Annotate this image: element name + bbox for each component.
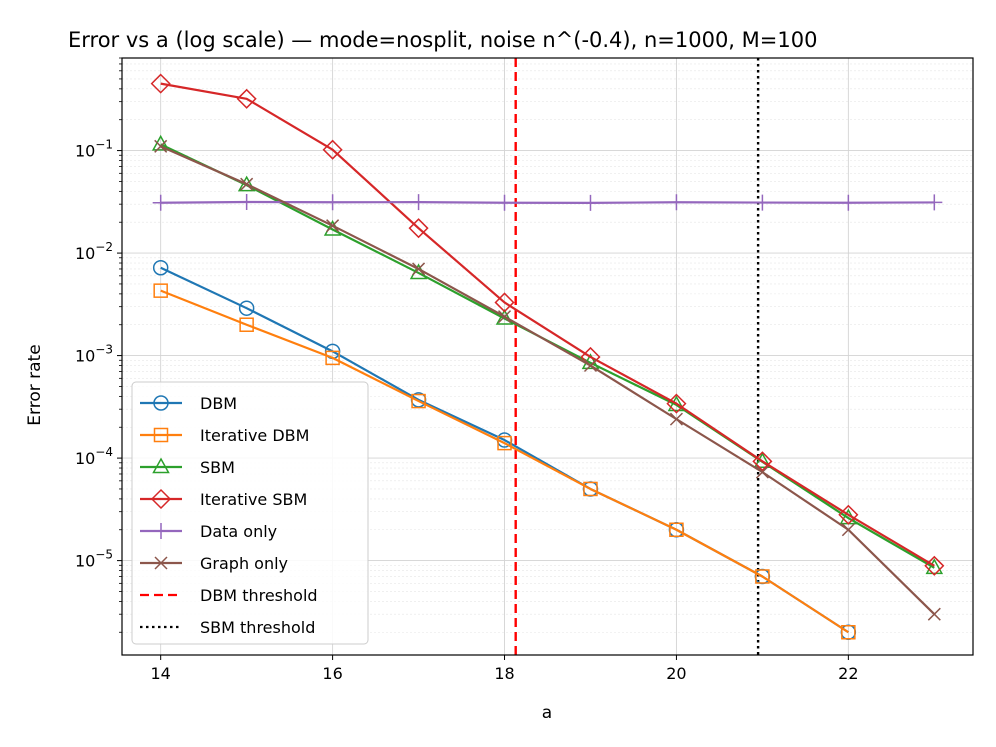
data-point-data-only — [238, 194, 255, 211]
legend-marker-graph-only — [154, 556, 168, 570]
data-point-iterative-sbm — [752, 451, 773, 472]
data-point-iterative-dbm — [411, 393, 426, 409]
legend: DBM Iterative DBM SBM Iterative SBM Data onl… — [131, 381, 369, 645]
x-tick-label: 22 — [838, 664, 858, 683]
data-point-graph-only — [669, 412, 683, 426]
threshold-lines — [514, 58, 760, 655]
data-point-data-only — [840, 194, 857, 211]
data-point-data-only — [152, 194, 169, 211]
data-point-graph-only — [497, 310, 512, 324]
legend-marker-iterative-sbm — [150, 488, 172, 510]
data-point-iterative-dbm — [755, 569, 770, 584]
legend-label-sbm: SBM — [200, 458, 235, 477]
legend-label-iterative-dbm: Iterative DBM — [200, 426, 309, 445]
data-point-data-only — [926, 194, 943, 211]
legend-marker-sbm — [152, 457, 170, 474]
plot-frame — [121, 57, 974, 656]
data-point-iterative-dbm — [153, 283, 168, 298]
data-point-graph-only — [412, 262, 426, 276]
data-point-sbm — [753, 452, 772, 469]
data-point-iterative-dbm — [583, 481, 598, 497]
data-point-graph-only — [927, 607, 941, 621]
legend-label-data-only: Data only — [200, 522, 277, 541]
x-tick-label: 20 — [666, 664, 686, 683]
data-point-graph-only — [326, 219, 340, 233]
legend-label-graph-only: Graph only — [200, 554, 288, 573]
data-point-data-only — [582, 194, 599, 211]
data-point-iterative-sbm — [408, 218, 429, 239]
series-line-graph-only — [160, 145, 936, 615]
y-axis-label: Error rate — [25, 344, 45, 425]
series-line-iterative-sbm — [160, 82, 935, 567]
data-point-iterative-dbm — [325, 350, 340, 366]
legend-label-dbm-threshold: DBM threshold — [200, 586, 318, 605]
x-tick-label: 16 — [322, 664, 342, 683]
legend-label-sbm-threshold: SBM threshold — [200, 618, 315, 637]
legend-marker-iterative-dbm — [153, 427, 169, 443]
data-point-sbm — [667, 395, 686, 412]
data-point-graph-only — [240, 177, 254, 191]
data-point-iterative-dbm — [497, 435, 512, 451]
data-point-sbm — [495, 308, 514, 325]
data-point-dbm — [238, 300, 255, 316]
chart-title: Error vs a (log scale) — mode=nosplit, n… — [68, 28, 817, 52]
data-point-iterative-sbm — [838, 504, 859, 525]
data-point-iterative-dbm — [841, 625, 856, 640]
legend-label-iterative-sbm: Iterative SBM — [200, 490, 307, 509]
series-iterative-dbm — [153, 283, 856, 640]
data-point-graph-only — [154, 139, 168, 153]
data-point-data-only — [324, 194, 341, 211]
data-point-data-only — [410, 194, 427, 211]
x-axis-ticks: 14 16 18 20 22 — [151, 655, 859, 683]
legend-marker-dbm — [153, 395, 169, 411]
series-lines — [150, 73, 945, 641]
data-point-iterative-sbm — [494, 292, 515, 313]
series-data-only — [152, 194, 943, 211]
data-point-iterative-dbm — [239, 317, 254, 332]
data-point-iterative-sbm — [150, 73, 171, 94]
x-axis-label: a — [542, 703, 552, 723]
data-point-iterative-sbm — [924, 555, 945, 576]
data-point-iterative-dbm — [669, 522, 684, 538]
legend-label-dbm: DBM — [200, 394, 237, 413]
x-tick-label: 14 — [151, 664, 171, 683]
x-tick-label: 18 — [494, 664, 514, 683]
data-point-data-only — [668, 194, 685, 211]
data-point-iterative-sbm — [322, 139, 343, 160]
data-point-iterative-sbm — [666, 393, 687, 414]
data-point-sbm — [237, 175, 256, 192]
data-point-graph-only — [583, 358, 598, 373]
legend-marker-data-only — [153, 523, 169, 539]
data-point-graph-only — [841, 523, 855, 537]
data-point-dbm — [152, 259, 169, 276]
legend-box — [131, 381, 369, 645]
data-point-data-only — [754, 194, 771, 211]
data-point-sbm — [925, 558, 944, 575]
data-point-graph-only — [755, 465, 769, 479]
series-line-iterative-dbm — [160, 289, 849, 634]
series-graph-only — [154, 139, 941, 621]
data-point-iterative-sbm — [236, 88, 257, 109]
data-point-data-only — [496, 194, 513, 211]
series-line-data-only — [160, 200, 935, 204]
